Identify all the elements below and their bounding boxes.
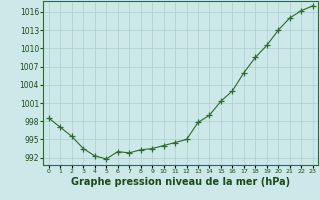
X-axis label: Graphe pression niveau de la mer (hPa): Graphe pression niveau de la mer (hPa) <box>71 177 290 187</box>
